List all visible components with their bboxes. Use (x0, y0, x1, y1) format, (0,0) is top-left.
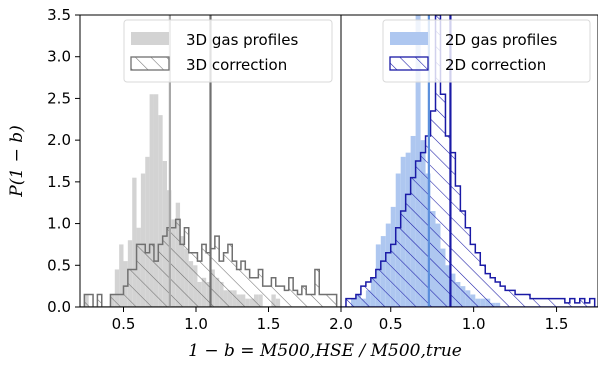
left-filled-bar (158, 115, 163, 307)
y-tick-label: 3.5 (47, 6, 71, 24)
left-legend: 3D gas profiles 3D correction (123, 19, 333, 83)
left-filled-bar (140, 173, 146, 307)
left-filled-bar (132, 177, 137, 307)
left-x-tick-label: 1.0 (184, 315, 208, 333)
y-tick-label: 2.0 (47, 131, 71, 149)
y-tick-label: 1.0 (47, 215, 71, 233)
left-filled-bar (145, 156, 150, 307)
legend-label-3d-correction: 3D correction (186, 56, 287, 74)
legend-swatch-2d-correction (389, 56, 429, 71)
left-filled-bar (114, 269, 120, 307)
legend-swatch-3d-correction (130, 56, 170, 71)
legend-label-3d-gas: 3D gas profiles (186, 31, 299, 49)
right-axes-frame (340, 14, 598, 308)
right-correction-step-histogram (341, 15, 598, 307)
right-legend: 2D gas profiles 2D correction (382, 19, 591, 83)
left-filled-bar (119, 244, 124, 307)
legend-swatch-3d-gas (131, 32, 169, 45)
right-x-tick-label: 0.5 (379, 315, 403, 333)
left-x-tick-label: 0.5 (112, 315, 136, 333)
legend-label-2d-correction: 2D correction (445, 56, 546, 74)
left-filled-bar (153, 94, 159, 307)
left-panel: 0.5 1.0 1.5 2.0 0.0 0.5 1.0 1.5 2.0 2.5 3.0 3.5 3D … (47, 6, 353, 333)
y-tick-label: 2.5 (47, 89, 71, 107)
right-x-tick-label: 1.5 (545, 315, 569, 333)
left-x-tick-label: 2.0 (329, 315, 353, 333)
right-x-tick-label: 1.0 (462, 315, 486, 333)
right-panel: 0.5 1.0 1.5 2D gas profiles 2D correction (340, 14, 598, 333)
y-tick-label: 1.5 (47, 173, 71, 191)
y-tick-label: 0.5 (47, 256, 71, 274)
left-filled-bar (162, 161, 167, 307)
left-x-tick-label: 1.5 (257, 315, 281, 333)
legend-label-2d-gas: 2D gas profiles (445, 31, 558, 49)
left-filled-bar (149, 94, 154, 307)
left-filled-bar (123, 261, 128, 307)
y-axis-label: P(1 − b) (7, 125, 27, 197)
y-tick-label: 3.0 (47, 48, 71, 66)
x-axis-label: 1 − b = M500,HSE / M500,true (188, 341, 462, 361)
legend-swatch-2d-gas (390, 32, 428, 45)
y-tick-label: 0.0 (47, 298, 71, 316)
